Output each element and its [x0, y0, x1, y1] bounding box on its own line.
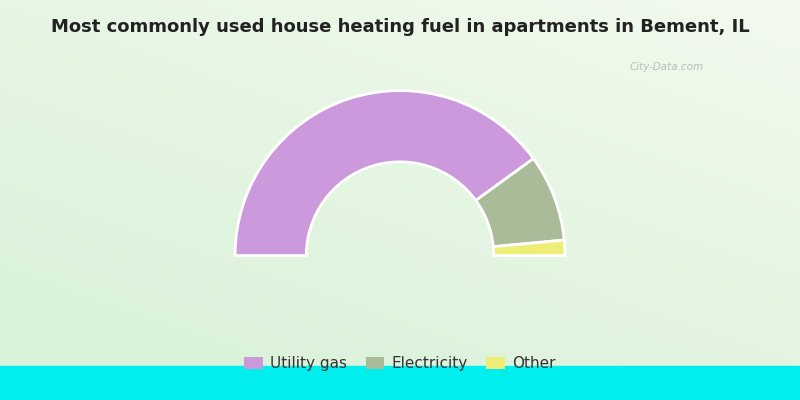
Legend: Utility gas, Electricity, Other: Utility gas, Electricity, Other — [238, 350, 562, 377]
Wedge shape — [235, 91, 534, 256]
Wedge shape — [476, 158, 564, 247]
Wedge shape — [494, 240, 565, 256]
Text: City-Data.com: City-Data.com — [630, 62, 704, 72]
Text: Most commonly used house heating fuel in apartments in Bement, IL: Most commonly used house heating fuel in… — [50, 18, 750, 36]
Bar — [0, 366, 800, 400]
